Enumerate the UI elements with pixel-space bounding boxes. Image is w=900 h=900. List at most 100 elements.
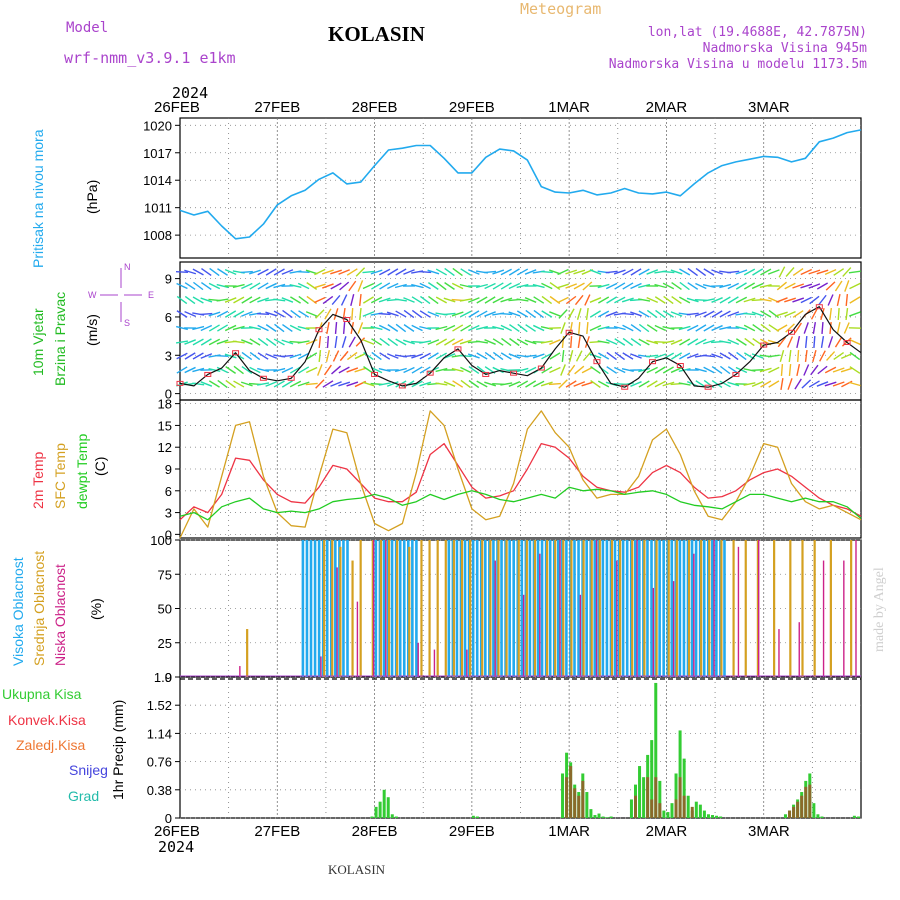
wind-arrow xyxy=(265,353,277,359)
cloud-bar xyxy=(528,540,532,677)
wind-arrow xyxy=(200,312,213,316)
wind-arrow xyxy=(792,283,805,289)
wind-arrow xyxy=(217,268,228,276)
wind-arrow xyxy=(813,335,816,349)
wind-arrow xyxy=(419,340,432,344)
wind-arrow xyxy=(322,295,334,305)
precip-bar xyxy=(629,799,633,818)
wind-arrow xyxy=(468,324,480,332)
cloud-bar xyxy=(554,540,557,677)
wind-arrow xyxy=(500,282,512,290)
wind-arrow xyxy=(837,307,840,321)
wind-arrow xyxy=(257,337,269,347)
wind-arrow xyxy=(354,352,367,360)
y-tick-label: 0.38 xyxy=(147,783,172,798)
y-tick-label: 1.9 xyxy=(154,670,172,685)
wind-arrow xyxy=(297,352,310,360)
wind-arrow xyxy=(586,321,589,335)
wind-arrow xyxy=(484,282,496,290)
wind-arrow xyxy=(849,296,861,304)
wind-arrow xyxy=(265,381,278,387)
wind-arrow xyxy=(727,296,739,304)
elevation-label: Nadmorska Visina 945m xyxy=(702,41,867,56)
wind-arrow xyxy=(290,296,301,304)
y-tick-label: 0.76 xyxy=(147,755,172,770)
cloud-bar xyxy=(700,540,703,677)
wind-arrow xyxy=(840,367,853,373)
wind-arrow xyxy=(289,283,302,289)
cloud-bar xyxy=(605,540,609,677)
y-tick-label: 6 xyxy=(165,484,172,499)
precip-bar xyxy=(800,795,804,818)
wind-arrow xyxy=(768,309,780,319)
wind-arrow xyxy=(192,382,205,386)
wind-arrow xyxy=(208,338,221,346)
precip-bar xyxy=(601,816,605,818)
cloud-bar xyxy=(385,540,387,677)
wind-arrow xyxy=(314,296,326,304)
x-tick-label-top: 3MAR xyxy=(748,99,790,116)
cloud-bar xyxy=(390,540,394,677)
cloud-bar xyxy=(658,540,661,677)
y-tick-label: 1.14 xyxy=(147,726,172,741)
wind-marker xyxy=(510,370,518,376)
wind-arrow xyxy=(265,268,277,276)
cloud-bar xyxy=(646,540,649,677)
cloud-bar xyxy=(469,540,472,677)
precip-bar xyxy=(706,814,710,818)
wind-arrow xyxy=(273,380,285,388)
wind-arrow xyxy=(812,321,817,335)
wind-marker xyxy=(482,371,490,377)
wind-arrow xyxy=(476,352,488,360)
wind-arrow xyxy=(800,296,812,304)
cloud-bar xyxy=(744,540,747,677)
wind-arrow xyxy=(848,381,861,387)
precip-bar xyxy=(711,815,715,818)
wind-arrow xyxy=(654,366,666,374)
wind-arrow xyxy=(776,311,788,317)
wind-arrow xyxy=(735,269,748,275)
wind-arrow xyxy=(359,293,362,307)
wind-arrow xyxy=(192,352,204,360)
cloud-bar xyxy=(643,540,646,677)
wind-arrow xyxy=(584,294,591,306)
cloud-bar xyxy=(638,540,641,677)
cloud-bar xyxy=(789,540,792,677)
cloud-bar xyxy=(565,540,568,677)
wind-arrow xyxy=(589,324,602,332)
cloud-bar xyxy=(595,540,598,677)
cloud-bar xyxy=(398,540,402,677)
wind-arrow xyxy=(849,338,861,346)
precip-bar xyxy=(678,777,682,818)
wind-arrow xyxy=(394,298,407,302)
wind-arrow xyxy=(549,352,561,360)
precip-bar xyxy=(816,814,820,818)
wind-arrow xyxy=(751,369,764,371)
cloud-bar xyxy=(613,540,617,677)
wind-arrow xyxy=(200,297,213,303)
wind-arrow xyxy=(752,268,764,276)
wind-arrow xyxy=(249,338,261,346)
wind-arrow xyxy=(646,324,658,332)
cloud-bar xyxy=(382,540,386,677)
wind-arrow xyxy=(743,312,756,316)
wind-arrow xyxy=(533,296,545,304)
wind-arrow xyxy=(386,311,399,317)
wind-arrow xyxy=(362,339,375,345)
wind-arrow xyxy=(702,354,716,358)
wind-arrow xyxy=(508,311,521,317)
wind-arrow xyxy=(419,381,432,387)
wind-arrow xyxy=(326,321,330,335)
svg-text:N: N xyxy=(124,262,131,272)
precip-bar xyxy=(382,789,386,818)
cloud-bar xyxy=(548,540,552,677)
wind-arrow xyxy=(516,283,529,289)
wind-arrow xyxy=(613,325,626,331)
wind-arrow xyxy=(841,352,853,360)
wind-arrow xyxy=(419,352,431,360)
wind-arrow xyxy=(297,381,310,387)
cloud-bar xyxy=(525,540,528,677)
wind-arrow xyxy=(613,269,626,275)
x-tick-label-top: 26FEB xyxy=(154,99,200,116)
precip-bar xyxy=(662,810,666,818)
